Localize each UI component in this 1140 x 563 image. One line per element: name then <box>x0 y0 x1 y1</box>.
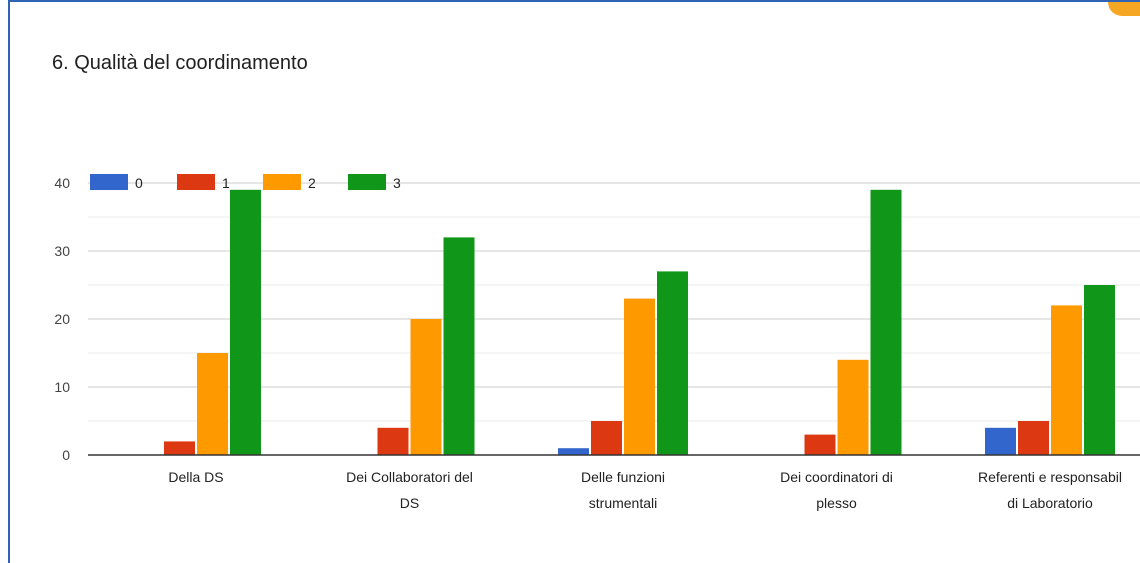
x-category-label: Dei coordinatori di <box>780 469 893 485</box>
bar-1-cat4 <box>1018 421 1049 455</box>
chart-card <box>8 0 1140 563</box>
y-tick-label: 10 <box>54 379 70 395</box>
x-category-label: di Laboratorio <box>1007 495 1093 511</box>
y-tick-label: 0 <box>62 447 70 463</box>
corner-accent <box>1108 2 1140 16</box>
x-category-label: plesso <box>816 495 857 511</box>
legend-label: 2 <box>308 175 316 191</box>
bar-1-cat3 <box>804 434 836 455</box>
x-category-label: Dei Collaboratori del <box>346 469 473 485</box>
legend-label: 3 <box>393 175 401 191</box>
legend-swatch-3 <box>348 174 386 190</box>
bar-3-cat3 <box>870 189 902 456</box>
bar-2-cat3 <box>837 359 869 455</box>
bar-3-cat2 <box>657 271 688 455</box>
bar-2-cat1 <box>410 319 442 455</box>
bar-0-cat2 <box>558 448 589 455</box>
y-tick-label: 30 <box>54 243 70 259</box>
bar-3-cat1 <box>443 237 475 455</box>
bar-1-cat1 <box>377 427 409 455</box>
y-tick-label: 40 <box>54 175 70 191</box>
bar-2-cat0 <box>197 353 228 455</box>
x-category-label: Delle funzioni <box>581 469 665 485</box>
legend-swatch-1 <box>177 174 215 190</box>
bar-1-cat2 <box>591 421 622 455</box>
bar-2-cat4 <box>1051 305 1082 455</box>
x-category-label: strumentali <box>589 495 657 511</box>
bar-3-cat4 <box>1084 285 1115 455</box>
legend-swatch-0 <box>90 174 128 190</box>
legend-swatch-2 <box>263 174 301 190</box>
chart-title: 6. Qualità del coordinamento <box>52 52 308 74</box>
x-category-label: Della DS <box>168 469 223 485</box>
bar-2-cat2 <box>624 298 655 455</box>
x-category-label: DS <box>400 495 419 511</box>
bar-1-cat0 <box>164 441 195 455</box>
legend-label: 1 <box>222 175 230 191</box>
bar-3-cat0 <box>230 189 261 456</box>
y-tick-label: 20 <box>54 311 70 327</box>
legend-label: 0 <box>135 175 143 191</box>
x-category-label: Referenti e responsabil <box>978 469 1122 485</box>
bar-0-cat4 <box>985 427 1016 455</box>
